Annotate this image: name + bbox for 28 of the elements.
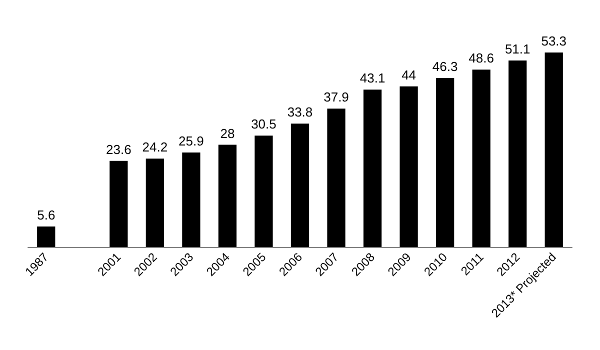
bar	[218, 144, 237, 247]
bar	[544, 52, 563, 247]
data-label: 33.8	[287, 104, 313, 120]
bar	[110, 160, 128, 247]
bar	[327, 108, 346, 247]
bar	[400, 86, 418, 247]
bar	[436, 78, 454, 247]
data-label: 37.9	[324, 90, 349, 105]
bar	[37, 226, 56, 247]
data-label: 30.5	[251, 116, 276, 132]
bar	[182, 152, 200, 247]
data-label: 43.1	[360, 70, 386, 86]
data-label: 53.3	[541, 33, 567, 48]
data-label: 5.6	[37, 208, 56, 223]
data-label: 28	[220, 126, 235, 141]
bar	[290, 124, 310, 247]
data-label: 46.3	[432, 59, 458, 74]
data-label: 51.1	[504, 41, 530, 56]
data-label: 23.6	[106, 142, 132, 157]
data-label: 44	[402, 67, 416, 82]
bar	[472, 70, 490, 247]
bar	[508, 60, 527, 247]
bar	[254, 136, 273, 247]
bar	[146, 158, 164, 247]
data-label: 25.9	[178, 133, 204, 148]
bar	[363, 90, 382, 247]
data-label: 24.2	[142, 140, 168, 155]
data-label: 48.6	[468, 50, 494, 66]
